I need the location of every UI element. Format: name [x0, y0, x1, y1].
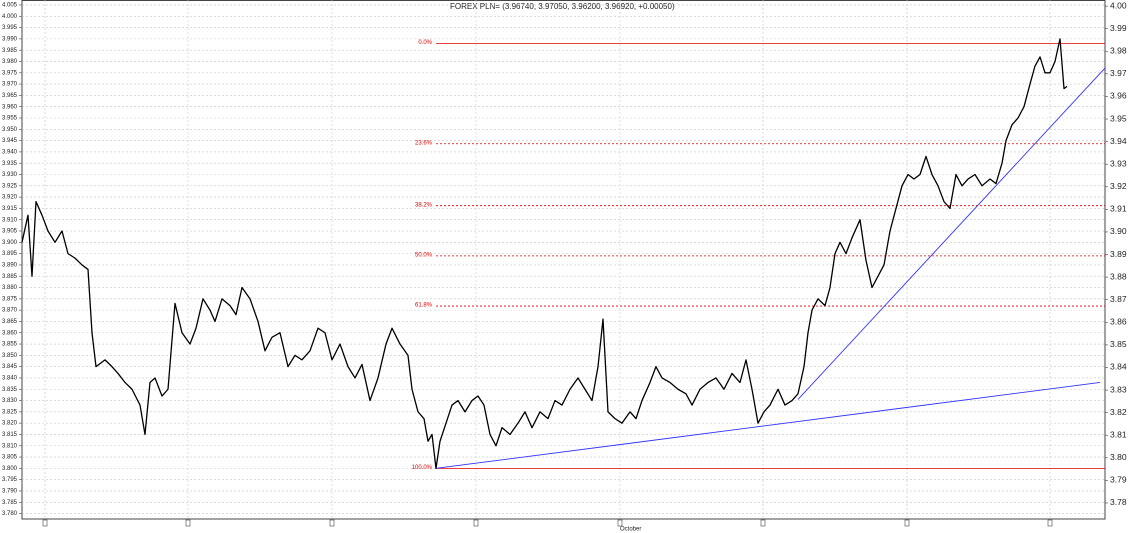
y2-tick-label: 3.82: [1110, 407, 1127, 417]
y-tick-label: 3.990: [2, 36, 18, 42]
y2-tick-label: 3.92: [1110, 181, 1127, 191]
y-tick-label: 3.995: [2, 25, 18, 31]
y-tick-label: 3.925: [2, 183, 18, 189]
y2-tick-label: 3.83: [1110, 384, 1127, 394]
y2-tick-label: 3.86: [1110, 317, 1127, 327]
y-tick-label: 3.910: [2, 217, 18, 223]
x-tick-mark: [1047, 519, 1053, 527]
y2-tick-label: 3.91: [1110, 204, 1127, 214]
y-tick-label: 3.865: [2, 319, 18, 325]
y-tick-label: 3.895: [2, 251, 18, 257]
y2-tick-label: 3.97: [1110, 68, 1127, 78]
y-tick-label: 3.920: [2, 195, 18, 201]
y-tick-label: 3.970: [2, 82, 18, 88]
y-tick-label: 3.960: [2, 104, 18, 110]
y-tick-label: 3.965: [2, 93, 18, 99]
y-tick-label: 3.890: [2, 263, 18, 269]
trend-line: [797, 67, 1106, 400]
x-tick-label: October: [620, 527, 641, 533]
x-tick-mark: [617, 519, 623, 527]
y-tick-label: 3.975: [2, 70, 18, 76]
y-tick-label: 3.845: [2, 364, 18, 370]
y-tick-label: 3.935: [2, 161, 18, 167]
y-tick-label: 3.835: [2, 387, 18, 393]
y-tick-label: 3.875: [2, 296, 18, 302]
y-tick-label: 3.785: [2, 500, 18, 506]
y-tick-label: 3.795: [2, 477, 18, 483]
y-tick-label: 3.855: [2, 342, 18, 348]
y-tick-label: 3.815: [2, 432, 18, 438]
y-tick-label: 3.860: [2, 330, 18, 336]
y-tick-label: 3.930: [2, 172, 18, 178]
y2-tick-label: 3.88: [1110, 271, 1127, 281]
y2-tick-label: 3.84: [1110, 362, 1127, 372]
y-tick-label: 3.840: [2, 376, 18, 382]
y2-tick-label: 3.96: [1110, 91, 1127, 101]
y2-tick-label: 3.85: [1110, 339, 1127, 349]
y-tick-label: 3.950: [2, 127, 18, 133]
fib-label: 50.0%: [415, 252, 433, 258]
fib-label: 61.8%: [415, 303, 433, 309]
y2-tick-label: 3.99: [1110, 23, 1127, 33]
y-tick-label: 3.940: [2, 149, 18, 155]
y-tick-label: 3.830: [2, 398, 18, 404]
y-tick-label: 4.005: [2, 3, 18, 9]
y-tick-label: 3.825: [2, 409, 18, 415]
y2-tick-label: 3.81: [1110, 429, 1127, 439]
fib-label: 38.2%: [415, 202, 433, 208]
y2-tick-label: 3.90: [1110, 226, 1127, 236]
y-tick-label: 3.880: [2, 285, 18, 291]
y2-tick-label: 3.78: [1110, 497, 1127, 507]
y2-tick-label: 3.79: [1110, 475, 1127, 485]
y-tick-label: 3.780: [2, 511, 18, 517]
y-tick-label: 3.790: [2, 489, 18, 495]
x-tick-mark: [904, 519, 910, 527]
y2-tick-label: 3.98: [1110, 46, 1127, 56]
y-tick-label: 3.800: [2, 466, 18, 472]
y-tick-label: 3.955: [2, 116, 18, 122]
fib-label: 23.6%: [415, 140, 433, 146]
y2-tick-label: 3.89: [1110, 249, 1127, 259]
y2-tick-label: 3.80: [1110, 452, 1127, 462]
x-tick-mark: [42, 519, 48, 527]
fib-label: 100.0%: [412, 465, 433, 471]
y-tick-label: 3.805: [2, 455, 18, 461]
x-tick-mark: [760, 519, 766, 527]
fib-label: 0.0%: [418, 40, 432, 46]
x-tick-mark: [329, 519, 335, 527]
plot-frame: [21, 0, 1106, 520]
y2-tick-label: 3.94: [1110, 136, 1127, 146]
y-tick-label: 4.000: [2, 14, 18, 20]
y2-tick-label: 4.00: [1110, 0, 1127, 10]
y-tick-label: 3.810: [2, 443, 18, 449]
trend-line: [435, 382, 1101, 469]
price-line: [21, 38, 1068, 470]
y-tick-label: 3.885: [2, 274, 18, 280]
y-tick-label: 3.980: [2, 59, 18, 65]
y2-tick-label: 3.87: [1110, 294, 1127, 304]
y-tick-label: 3.870: [2, 308, 18, 314]
chart-title: FOREX PLN= (3.96740, 3.97050, 3.96200, 3…: [450, 2, 675, 11]
y-tick-label: 3.820: [2, 421, 18, 427]
y2-tick-label: 3.93: [1110, 158, 1127, 168]
y-tick-label: 3.850: [2, 353, 18, 359]
y-tick-label: 3.905: [2, 229, 18, 235]
y2-tick-label: 3.95: [1110, 113, 1127, 123]
y-tick-label: 3.900: [2, 240, 18, 246]
x-tick-mark: [185, 519, 191, 527]
y-tick-label: 3.985: [2, 48, 18, 54]
x-tick-mark: [473, 519, 479, 527]
y-tick-label: 3.945: [2, 138, 18, 144]
y-tick-label: 3.915: [2, 206, 18, 212]
